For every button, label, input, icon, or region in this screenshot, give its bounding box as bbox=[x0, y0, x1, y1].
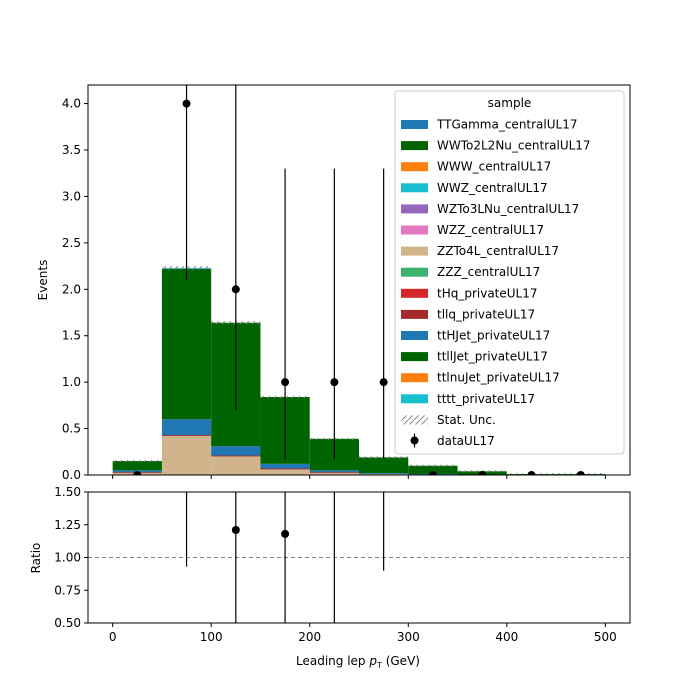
legend-swatch-2 bbox=[401, 162, 428, 172]
ratio-plot-panel: 0.50 0.75 1.00 1.25 1.50 0 100 200 300 400 500 bbox=[54, 485, 631, 644]
ratio-point-2 bbox=[281, 529, 290, 538]
y-axis-label-ratio: Ratio bbox=[29, 543, 43, 574]
legend-box bbox=[394, 90, 625, 455]
legend-label-stat-unc: Stat. Unc. bbox=[437, 413, 496, 427]
legend-label-8: tHq_privateUL17 bbox=[437, 286, 538, 300]
ratio-points bbox=[88, 492, 630, 623]
x-tick-label-5: 500 bbox=[594, 630, 617, 644]
legend-label-9: tllq_privateUL17 bbox=[437, 307, 535, 321]
legend-label-5: WZZ_centralUL17 bbox=[437, 223, 544, 237]
main-plot-panel: 0.0 0.5 1.0 1.5 2.0 2.5 3.0 3.5 4.0 sample TTGamma… bbox=[62, 84, 631, 482]
legend-swatch-10 bbox=[401, 331, 428, 340]
ratio-y-tick-label-2: 1.00 bbox=[54, 551, 81, 565]
legend-label-12: ttlnuJet_privateUL17 bbox=[437, 371, 560, 385]
stat-unc-bin-0 bbox=[112, 460, 162, 463]
legend-label-data: dataUL17 bbox=[437, 434, 495, 448]
bar-ttllJet_privateUL17-bin-0 bbox=[112, 461, 162, 471]
legend-swatch-stat-unc bbox=[401, 415, 428, 425]
x-tick-label-4: 400 bbox=[495, 630, 518, 644]
legend-swatch-11 bbox=[401, 352, 428, 362]
bar-tllq_privateUL17-bin-3 bbox=[260, 468, 310, 470]
x-tick-label-0: 0 bbox=[109, 630, 117, 644]
legend-swatch-9 bbox=[401, 309, 428, 319]
bar-ZZTo4L_centralUL17-bin-1 bbox=[161, 436, 212, 475]
stacked-histogram bbox=[112, 266, 606, 475]
ratio-y-tick-label-4: 1.50 bbox=[54, 485, 81, 499]
legend-label-7: ZZZ_centralUL17 bbox=[437, 265, 540, 279]
data-point-8 bbox=[527, 471, 536, 475]
bar-ttHJet_privateUL17-bin-5 bbox=[359, 473, 409, 475]
data-points bbox=[133, 85, 585, 475]
y-tick-label-3: 1.5 bbox=[62, 329, 81, 343]
y-axis-label-events: Events bbox=[36, 260, 50, 301]
x-tick-label-2: 200 bbox=[298, 630, 321, 644]
legend-label-4: WZTo3LNu_centralUL17 bbox=[437, 202, 579, 216]
bar-tllq_privateUL17-bin-4 bbox=[309, 472, 359, 474]
legend-label-1: WWTo2L2Nu_centralUL17 bbox=[437, 139, 591, 153]
y-tick-label-7: 3.5 bbox=[62, 143, 81, 157]
data-point-3 bbox=[281, 378, 290, 387]
data-point-5 bbox=[379, 378, 388, 387]
data-point-2 bbox=[231, 285, 240, 294]
data-point-7 bbox=[478, 471, 487, 475]
y-tick-label-5: 2.5 bbox=[62, 236, 81, 250]
legend-label-6: ZZTo4L_centralUL17 bbox=[437, 244, 559, 258]
legend-swatch-12 bbox=[401, 373, 428, 383]
ratio-y-tick-label-0: 0.50 bbox=[54, 616, 81, 630]
legend-label-13: tttt_privateUL17 bbox=[437, 392, 535, 406]
legend: sample TTGamma_centralUL17 WWTo2L2Nu_centr… bbox=[394, 90, 625, 455]
bar-ttHJet_privateUL17-bin-3 bbox=[260, 463, 310, 469]
bar-ttllJet_privateUL17-bin-5 bbox=[359, 457, 409, 474]
ratio-y-tick-label-3: 1.25 bbox=[54, 518, 81, 532]
legend-swatch-1 bbox=[401, 141, 428, 151]
bar-ttHJet_privateUL17-bin-4 bbox=[309, 470, 359, 473]
x-tick-label-3: 300 bbox=[397, 630, 420, 644]
y-tick-label-0: 0.0 bbox=[62, 468, 81, 482]
legend-swatch-6 bbox=[401, 246, 428, 256]
legend-label-3: WWZ_centralUL17 bbox=[437, 181, 548, 195]
stat-unc-bin-6 bbox=[408, 464, 458, 467]
y-tick-label-6: 3.0 bbox=[62, 189, 81, 203]
ratio-y-tick-label-1: 0.75 bbox=[54, 583, 81, 597]
legend-title: sample bbox=[488, 96, 532, 110]
bar-ZZTo4L_centralUL17-bin-2 bbox=[211, 456, 261, 475]
legend-swatch-5 bbox=[401, 225, 428, 235]
legend-swatch-8 bbox=[401, 288, 428, 298]
bar-tllq_privateUL17-bin-2 bbox=[211, 455, 261, 457]
ratio-point-1 bbox=[231, 525, 240, 534]
legend-label-2: WWW_centralUL17 bbox=[437, 160, 551, 174]
bar-tllq_privateUL17-bin-1 bbox=[161, 435, 212, 436]
data-point-0 bbox=[133, 471, 142, 475]
bar-ttHJet_privateUL17-bin-2 bbox=[211, 446, 261, 456]
data-point-1 bbox=[182, 99, 191, 108]
legend-swatch-0 bbox=[401, 120, 428, 129]
y-tick-label-8: 4.0 bbox=[62, 97, 81, 111]
data-point-9 bbox=[576, 471, 585, 475]
bar-ZZTo4L_centralUL17-bin-3 bbox=[260, 469, 310, 475]
bar-ttHJet_privateUL17-bin-1 bbox=[161, 419, 212, 436]
y-tick-label-1: 0.5 bbox=[62, 422, 81, 436]
legend-label-0: TTGamma_centralUL17 bbox=[436, 118, 577, 132]
bar-ZZTo4L_centralUL17-bin-4 bbox=[309, 473, 359, 475]
legend-swatch-4 bbox=[401, 204, 428, 214]
legend-label-10: ttHJet_privateUL17 bbox=[437, 329, 550, 343]
ratio-axes-frame bbox=[87, 491, 631, 624]
legend-label-11: ttllJet_privateUL17 bbox=[437, 350, 548, 364]
y-tick-label-4: 2.0 bbox=[62, 282, 81, 296]
data-point-4 bbox=[330, 378, 339, 387]
x-axis-label: Leading lep pT (GeV) bbox=[296, 654, 420, 670]
legend-swatch-7 bbox=[401, 267, 428, 277]
data-point-6 bbox=[428, 471, 437, 475]
legend-swatch-13 bbox=[401, 394, 428, 404]
y-tick-label-2: 1.0 bbox=[62, 375, 81, 389]
main-axes-frame bbox=[87, 84, 631, 476]
legend-data-marker bbox=[410, 436, 419, 445]
x-tick-label-1: 100 bbox=[200, 630, 223, 644]
legend-swatch-3 bbox=[401, 183, 428, 193]
bar-ttllJet_privateUL17-bin-1 bbox=[161, 268, 212, 420]
bar-ttllJet_privateUL17-bin-6 bbox=[408, 465, 458, 475]
